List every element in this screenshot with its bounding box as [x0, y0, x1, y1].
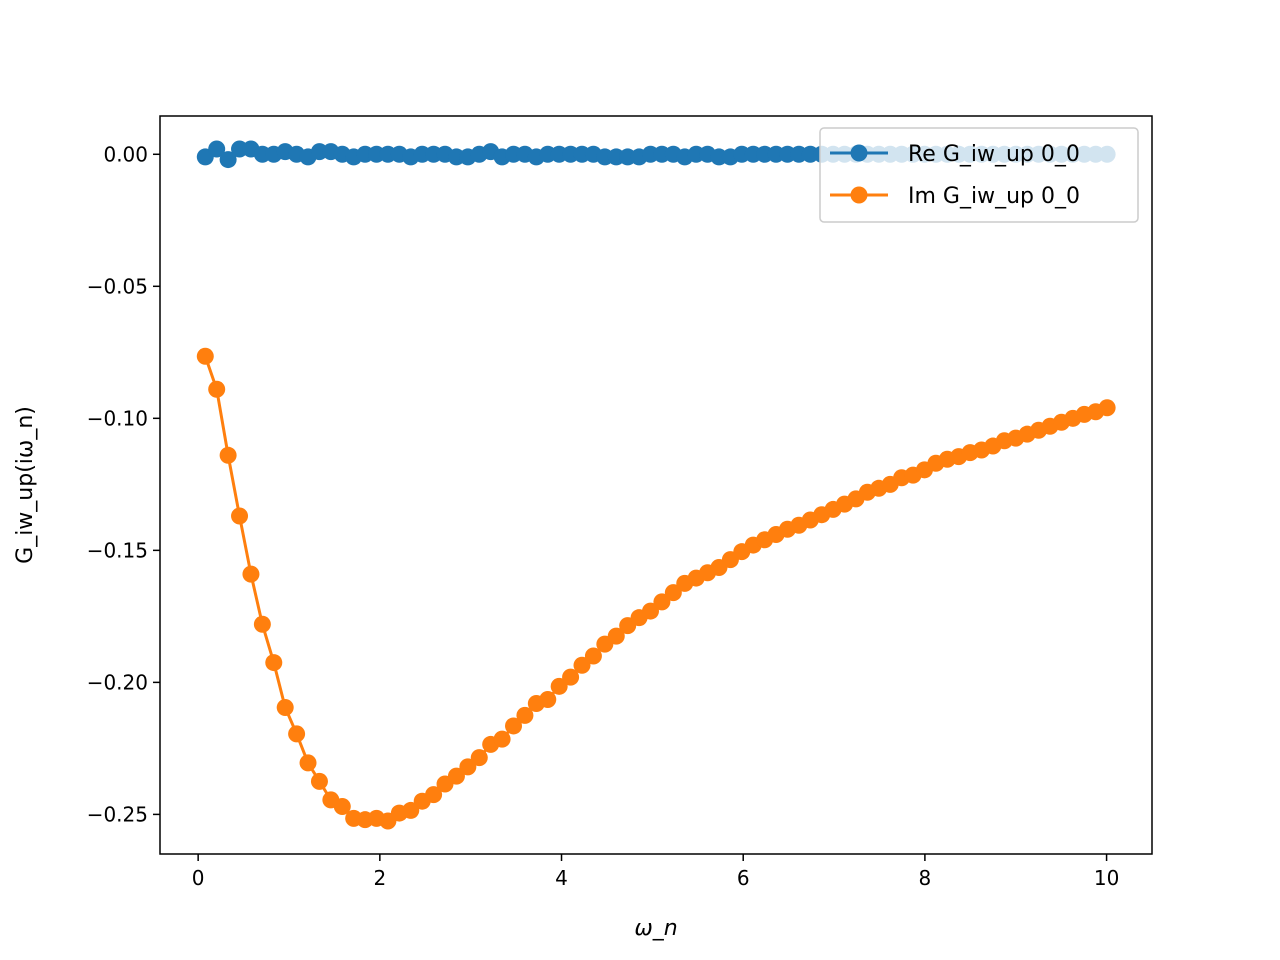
- data-point: [584, 647, 602, 665]
- data-point: [265, 654, 283, 672]
- y-tick-label: −0.15: [87, 538, 148, 562]
- data-point: [310, 772, 328, 790]
- x-tick-label: 4: [555, 866, 568, 890]
- data-point: [208, 380, 226, 398]
- data-point: [288, 725, 306, 743]
- data-point: [573, 656, 591, 674]
- x-axis-label: ω_n: [634, 916, 677, 941]
- y-tick-label: −0.25: [87, 802, 148, 826]
- data-point: [562, 668, 580, 686]
- data-point: [276, 698, 294, 716]
- data-point: [231, 507, 249, 525]
- x-tick-label: 10: [1094, 866, 1119, 890]
- data-point: [493, 730, 511, 748]
- x-tick-label: 0: [192, 866, 205, 890]
- data-point: [402, 801, 420, 819]
- data-point: [208, 140, 226, 158]
- data-point: [447, 767, 465, 785]
- data-point: [333, 797, 351, 815]
- data-point: [299, 754, 317, 772]
- y-tick-label: −0.05: [87, 274, 148, 298]
- data-point: [516, 706, 534, 724]
- x-tick-label: 8: [919, 866, 932, 890]
- data-point: [470, 749, 488, 767]
- data-point: [550, 677, 568, 695]
- data-point: [219, 151, 237, 169]
- x-tick-label: 2: [373, 866, 386, 890]
- legend-box: [819, 127, 1139, 223]
- data-point: [641, 602, 659, 620]
- x-tick-label: 6: [737, 866, 750, 890]
- data-point: [1098, 399, 1116, 417]
- data-point: [242, 565, 260, 583]
- x-axis-ticks: 0 2 4 6 8 10: [192, 854, 1119, 890]
- legend-label: Im G_iw_up 0_0: [908, 184, 1080, 209]
- series-1: [196, 347, 1116, 830]
- data-point: [425, 786, 443, 804]
- data-point: [459, 758, 477, 776]
- y-tick-label: −0.10: [87, 406, 148, 430]
- legend-marker: [850, 186, 868, 204]
- y-tick-label: −0.20: [87, 670, 148, 694]
- y-axis-label: G_iw_up(iω_n): [13, 406, 38, 564]
- data-point: [196, 347, 214, 365]
- y-axis-ticks: 0.00 −0.05 −0.10 −0.15 −0.20 −0.25: [87, 142, 160, 826]
- data-point: [653, 593, 671, 611]
- y-tick-label: 0.00: [103, 142, 148, 166]
- legend-label: Re G_iw_up 0_0: [908, 142, 1080, 167]
- plot-frame: [159, 115, 1153, 855]
- legend-marker: [850, 144, 868, 162]
- data-point: [664, 584, 682, 602]
- data-point: [539, 691, 557, 709]
- data-point: [505, 717, 523, 735]
- legend: Re G_iw_up 0_0 Im G_iw_up 0_0: [819, 127, 1139, 223]
- data-point: [607, 627, 625, 645]
- data-point: [253, 615, 271, 633]
- data-point: [219, 446, 237, 464]
